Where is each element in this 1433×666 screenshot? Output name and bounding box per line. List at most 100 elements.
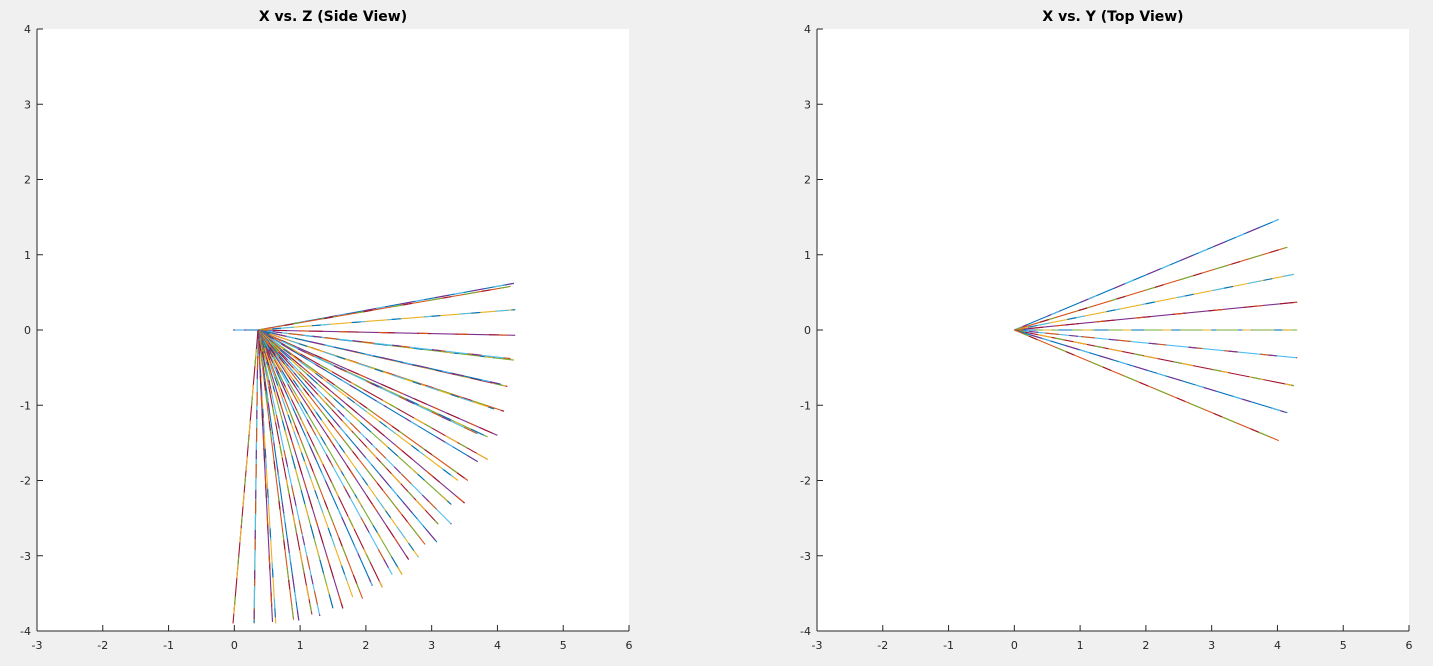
top-view-y-tick-label: -2 [800,475,811,488]
side-view-trajectory-overlay [257,329,426,545]
top-view-trajectory-overlay [1014,329,1298,359]
top-view-x-tick-label: -3 [812,639,823,652]
top-view-trajectory-overlay [1014,329,1294,387]
side-view-trajectory-overlay [257,329,508,387]
side-view-trajectory-overlay [257,329,410,560]
side-view-trajectory-overlay [257,329,465,504]
side-view-trajectory-overlay [253,329,259,620]
side-view-x-tick-label: -1 [163,639,174,652]
top-view-trajectory-overlay [1014,329,1279,442]
side-view-y-tick-label: 0 [24,324,31,337]
side-view-plot-area [37,29,629,631]
side-view-trajectory-overlay [257,329,334,609]
top-view-y-tick-label: 2 [804,174,811,187]
side-view-trajectory-overlay [257,329,452,505]
side-view-trajectory-overlay [257,329,373,587]
side-view-trajectory-overlay [257,329,439,525]
side-view-trajectory-overlay [257,329,514,361]
side-view-trajectory-overlay [258,329,516,336]
side-view-trajectory-overlay [257,329,313,615]
top-view-trajectory-overlay [1014,329,1279,442]
top-view-x-tick-label: 2 [1142,639,1149,652]
side-view-trajectory-overlay [257,285,511,331]
side-view-title: X vs. Z (Side View) [259,9,407,25]
top-view-x-tick-label: -2 [877,639,888,652]
top-view-y-tick-label: -3 [800,550,811,563]
side-view-trajectory-overlay [257,329,478,435]
side-view-y-tick-label: -4 [20,625,31,638]
top-view-x-tick-label: -1 [943,639,954,652]
top-view-x-tick-label: 1 [1077,639,1084,652]
side-view-y-tick-label: 3 [24,98,31,111]
side-view-trajectory-overlay [257,329,419,558]
side-view-x-tick-label: 0 [231,639,238,652]
top-view-title: X vs. Y (Top View) [1042,9,1183,25]
side-view-y-tick-label: 2 [24,174,31,187]
side-view-x-tick-label: 4 [494,639,501,652]
side-view-y-tick-label: -3 [20,550,31,563]
side-view-x-tick-label: 5 [560,639,567,652]
side-view-x-tick-label: 3 [428,639,435,652]
top-view-series-group [1014,218,1298,442]
top-view-x-tick-label: 0 [1011,639,1018,652]
side-view-x-tick-label: -3 [32,639,43,652]
top-view-trajectory-overlay [1014,329,1294,387]
top-view-trajectory-overlay [1014,329,1288,414]
top-view-trajectory-overlay [1014,246,1288,331]
side-view-trajectory-overlay [257,329,383,588]
side-view-trajectory-overlay [257,329,495,410]
side-view-trajectory-overlay [257,329,452,505]
side-view-trajectory-overlay [257,329,274,622]
side-view-trajectory-overlay [257,329,438,543]
top-view-y-tick-label: -1 [800,399,811,412]
side-view-trajectory-overlay [257,329,344,609]
side-view-trajectory-overlay [257,329,274,622]
top-view-y-tick-label: 1 [804,249,811,262]
top-view-trajectory-overlay [1014,218,1279,331]
side-view-trajectory-overlay [232,329,259,624]
side-view-trajectory-overlay [257,329,403,575]
top-view-x-tick-label: 3 [1208,639,1215,652]
top-view-trajectory-overlay [1014,273,1294,331]
side-view-trajectory-overlay [232,329,259,624]
side-view-trajectory-overlay [257,329,488,460]
side-view-trajectory-overlay [257,329,478,463]
side-view-trajectory-overlay [257,329,300,621]
side-view-trajectory-overlay [257,329,498,436]
side-view-trajectory-overlay [257,329,469,481]
side-view-y-tick-label: -1 [20,399,31,412]
side-view-x-tick-label: 1 [297,639,304,652]
side-view-x-tick-label: -2 [97,639,108,652]
side-view-trajectory-overlay [257,329,511,360]
side-view-trajectory-overlay [257,329,488,438]
top-view-y-tick-label: 4 [804,23,811,36]
top-view-y-tick-label: -4 [800,625,811,638]
top-view-trajectory-overlay [1014,301,1298,331]
side-view-trajectory-overlay [257,329,495,410]
side-view-trajectory-overlay [257,329,321,617]
side-view-trajectory-overlay [257,329,459,481]
side-view-trajectory-overlay [257,329,354,598]
top-view-x-tick-label: 5 [1340,639,1347,652]
top-view-y-tick-label: 3 [804,98,811,111]
side-view-trajectory-overlay [257,329,393,575]
side-view-trajectory-overlay [257,329,452,525]
side-view-series-group [232,282,516,624]
top-view-y-tick-label: 0 [804,324,811,337]
side-view-trajectory-overlay [257,329,295,620]
side-view-trajectory-overlay [257,309,516,331]
side-view-trajectory-overlay [257,329,439,525]
side-view-x-tick-label: 6 [626,639,633,652]
side-view-trajectory-overlay [257,329,334,609]
top-view-x-tick-label: 6 [1406,639,1413,652]
side-view-trajectory-overlay [257,329,364,599]
side-view-x-tick-label: 2 [362,639,369,652]
side-view-trajectory-overlay [257,329,364,599]
side-view-trajectory-overlay [257,329,313,615]
side-view-trajectory-overlay [253,329,259,620]
side-view-trajectory-overlay [257,329,501,385]
